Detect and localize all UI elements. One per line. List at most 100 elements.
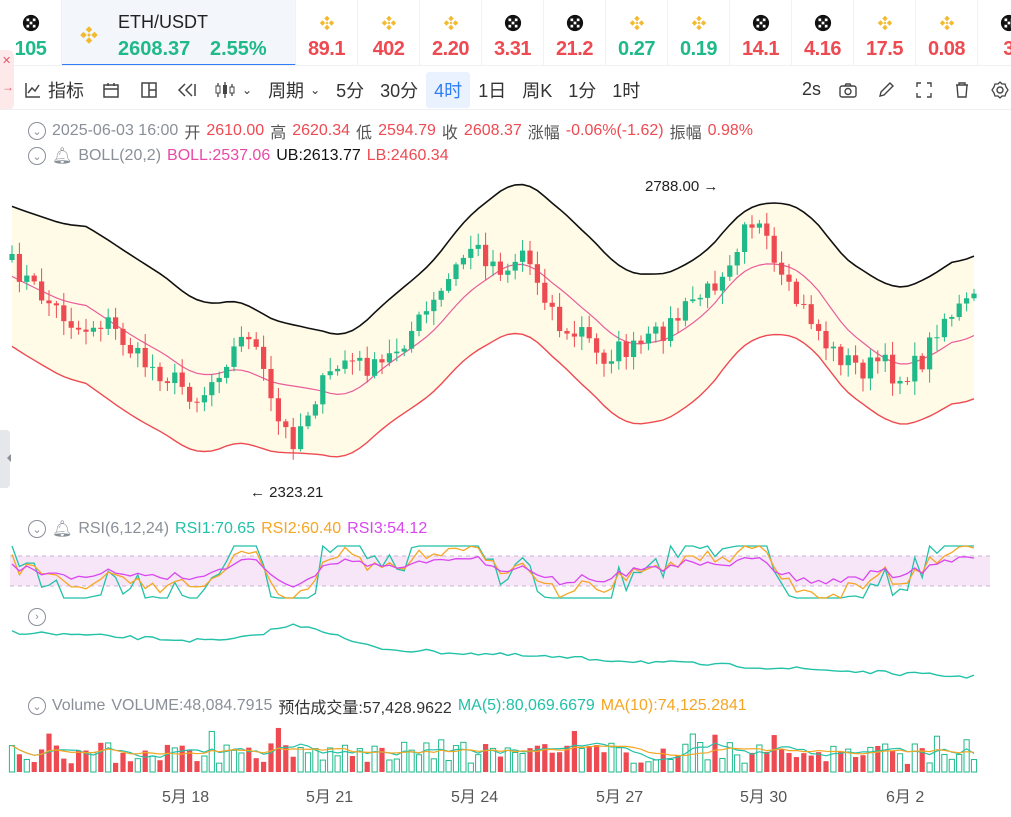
ticker-item[interactable]: 0.19 <box>668 0 730 65</box>
volume-bar <box>8 745 16 773</box>
ticker-item[interactable]: 2.20 <box>420 0 482 65</box>
left-panel-handle[interactable] <box>0 430 11 488</box>
candle-body <box>801 303 807 305</box>
ticker-item[interactable]: 3 <box>978 0 1011 65</box>
volume-bar <box>83 750 89 772</box>
tab-interval[interactable]: 4时 <box>426 71 471 108</box>
ticker-price: 14.1 <box>742 38 779 60</box>
ticker-item[interactable]: 402 <box>358 0 420 65</box>
settings-icon[interactable] <box>989 79 1011 101</box>
ticker-price: 3 <box>978 38 1011 61</box>
bell-icon[interactable]: 🔔︎ <box>52 148 73 165</box>
volume-bar <box>46 733 52 772</box>
volume-bar <box>297 746 304 773</box>
candle-body <box>734 252 740 266</box>
ticker-item[interactable]: 0.08 <box>916 0 978 65</box>
volume-bar <box>956 753 963 773</box>
volume-bar <box>734 754 741 773</box>
bell-icon[interactable]: 🔔︎ <box>52 521 73 538</box>
volume-bar <box>741 762 748 773</box>
tab-interval[interactable]: 1时 <box>612 80 641 101</box>
ticker-item[interactable]: 105 <box>0 0 62 65</box>
volume-bar <box>970 759 978 773</box>
volume-bar <box>489 747 497 773</box>
tab-interval[interactable]: 5分 <box>336 80 365 101</box>
volume-bar <box>483 744 489 772</box>
candle-body <box>712 283 718 291</box>
period-dropdown[interactable]: 周期 ⌄ <box>260 72 328 108</box>
candle-body <box>172 372 178 384</box>
volume-bar <box>667 758 674 773</box>
candle-body <box>9 254 15 261</box>
collapse-chevron-icon[interactable]: ⌄ <box>28 520 46 538</box>
collapse-chevron-icon[interactable]: ⌄ <box>28 697 46 715</box>
candle-body <box>224 366 230 378</box>
layout-icon[interactable] <box>138 79 160 101</box>
volume-bar <box>275 727 281 772</box>
volume-bar <box>793 757 799 772</box>
ticker-item[interactable]: 4.16 <box>792 0 854 65</box>
trash-icon[interactable] <box>951 79 973 101</box>
candle-body <box>253 339 259 347</box>
bnb-icon <box>628 14 646 32</box>
expand-chevron-icon[interactable]: › <box>28 608 46 626</box>
x-axis-label: 6月 2 <box>886 789 924 806</box>
ticker-item[interactable]: 14.1 <box>730 0 792 65</box>
candle-body <box>68 321 74 328</box>
candle-style-button[interactable]: ⌄ <box>206 72 260 108</box>
ticker-price: 0.27 <box>618 38 655 60</box>
collapse-chevron-icon[interactable]: ⌄ <box>28 147 46 165</box>
volume-info-line: ⌄ Volume VOLUME:48,084.7915 预估成交量:57,428… <box>28 694 747 718</box>
refresh-interval[interactable]: 2s <box>801 79 821 99</box>
volume-bar <box>16 754 22 772</box>
volume-bar <box>638 762 644 772</box>
volume-bar <box>719 757 726 773</box>
ticker-item[interactable]: 21.2 <box>544 0 606 65</box>
ticker-item[interactable]: 3.31 <box>482 0 544 65</box>
candle-body <box>875 357 881 362</box>
pencil-icon[interactable] <box>875 79 897 101</box>
volume-bar <box>779 749 785 772</box>
tab-interval[interactable]: 1日 <box>478 80 507 101</box>
indicator-button[interactable]: 指标 <box>16 72 92 108</box>
volume-bar <box>860 755 866 772</box>
candle-body <box>24 275 30 282</box>
collapse-chevron-icon[interactable]: ⌄ <box>28 122 46 140</box>
candle-body <box>845 355 851 366</box>
calendar-icon[interactable] <box>100 79 122 101</box>
tab-interval[interactable]: 周K <box>522 80 553 101</box>
candle-body <box>830 346 836 349</box>
volume-bar <box>408 749 415 773</box>
replay-icon[interactable] <box>176 79 198 101</box>
ticker-price: 402 <box>372 38 405 60</box>
ticker-item-active[interactable]: ETH/USDT 2608.37 2.55% <box>62 0 296 65</box>
tab-interval[interactable]: 1分 <box>568 80 597 101</box>
estimated-volume-label: 预估成交量: <box>278 700 363 717</box>
ticker-item[interactable]: 0.27 <box>606 0 668 65</box>
volume-bar <box>726 742 733 773</box>
fullscreen-icon[interactable] <box>913 79 935 101</box>
tab-interval[interactable]: 30分 <box>380 80 419 101</box>
volume-bar <box>253 758 259 772</box>
high-value: 2620.34 <box>292 122 351 139</box>
collapse-tab[interactable]: ✕ → <box>0 50 14 110</box>
candle-body <box>808 304 814 325</box>
candle-body <box>335 368 341 372</box>
candle-body <box>120 328 126 345</box>
camera-icon[interactable] <box>837 79 859 101</box>
volume-bar <box>423 742 430 773</box>
candle-body <box>749 224 755 228</box>
active-change: 2.55% <box>210 38 267 60</box>
ticker-item[interactable]: 17.5 <box>854 0 916 65</box>
ticker-item[interactable]: 89.1 <box>296 0 358 65</box>
volume-bar <box>98 742 104 772</box>
change-label: 涨幅 <box>527 125 560 142</box>
candle-body <box>623 341 629 358</box>
volume-bar <box>120 752 126 772</box>
volume-bar <box>749 752 755 772</box>
candle-body <box>497 261 503 275</box>
volume-bar <box>586 746 592 772</box>
ticker-price: 4.16 <box>804 38 841 60</box>
candle-body <box>756 223 762 228</box>
